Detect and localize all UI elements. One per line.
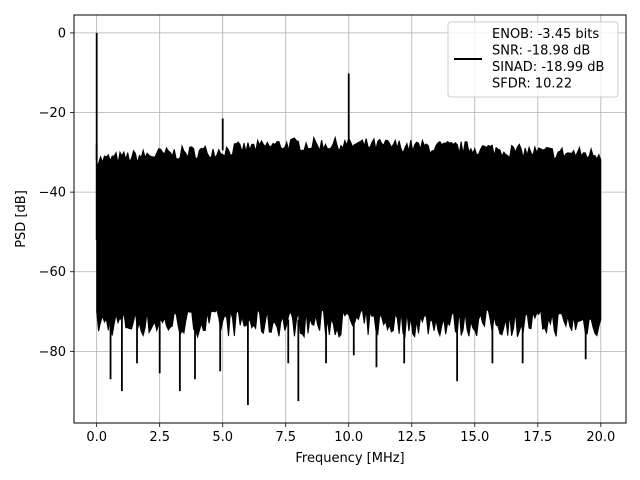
y-tick-label: −60 (39, 265, 66, 280)
x-tick-label: 7.5 (275, 430, 296, 445)
x-tick-label: 2.5 (149, 430, 170, 445)
x-tick-label: 0.0 (86, 430, 107, 445)
y-tick-label: −80 (39, 345, 66, 360)
y-axis-ticks: 0 −20 −40 −60 −80 (39, 26, 74, 360)
y-axis-label: PSD [dB] (14, 190, 29, 248)
plot-frame (73, 14, 627, 424)
legend-box (447, 21, 619, 98)
noise-band-area (96, 135, 602, 339)
x-tick-label: 5.0 (212, 430, 233, 445)
x-tick-label: 15.0 (460, 430, 489, 445)
y-tick-label: −20 (39, 106, 66, 121)
x-tick-label: 17.5 (523, 430, 552, 445)
y-tick-label: 0 (58, 26, 66, 41)
legend: ENOB: -3.45 bits SNR: -18.98 dB SINAD: -… (447, 21, 619, 98)
legend-sfdr: SFDR: 10.22 (492, 77, 572, 92)
legend-sinad: SINAD: -18.99 dB (492, 60, 604, 75)
x-axis-ticks: 0.0 2.5 5.0 7.5 10.0 12.5 15.0 17.5 20.0 (86, 423, 615, 445)
x-axis-label: Frequency [MHz] (295, 451, 404, 466)
psd-noise-band (96, 135, 602, 339)
legend-snr: SNR: -18.98 dB (492, 44, 590, 59)
legend-enob: ENOB: -3.45 bits (492, 27, 599, 42)
x-tick-label: 20.0 (586, 430, 615, 445)
x-tick-label: 12.5 (397, 430, 426, 445)
y-tick-label: −40 (39, 186, 66, 201)
x-tick-label: 10.0 (334, 430, 363, 445)
psd-series (95, 32, 587, 406)
